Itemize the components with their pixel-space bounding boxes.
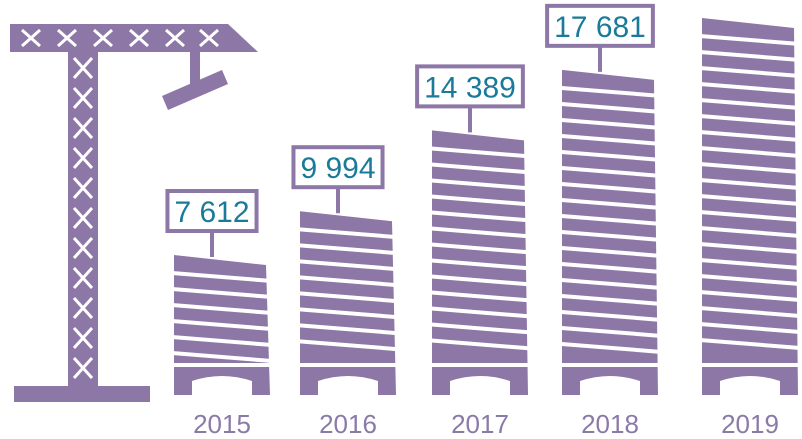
building-floor-gap: [171, 271, 273, 284]
building-floor-gap: [171, 303, 273, 316]
building-floor-gap: [699, 338, 801, 350]
building: [171, 255, 273, 395]
label-box: [545, 3, 655, 48]
crane-tower-lattice: [72, 56, 94, 380]
building-floor-gap: [559, 309, 661, 322]
year-label: 2017: [451, 409, 509, 439]
building-door: [318, 376, 378, 395]
value-label: 14 389: [424, 71, 516, 104]
building-floor-gap: [297, 339, 399, 352]
building-body: [702, 18, 798, 395]
building-floor-gap: [559, 277, 661, 290]
building-floor-gap: [429, 290, 531, 303]
building-door: [720, 376, 780, 395]
year-label: 2015: [193, 409, 251, 439]
building-floor-gap: [297, 243, 399, 256]
building-floor-gap: [559, 293, 661, 306]
label-box: [165, 189, 259, 234]
building: [429, 130, 531, 395]
building-floor-gap: [429, 146, 531, 159]
value-label: 9 994: [300, 152, 375, 185]
crane-cable: [190, 52, 200, 86]
crane-hook: [162, 70, 228, 110]
building-floor-gap: [171, 335, 273, 348]
building-floor-gap: [559, 101, 661, 114]
building-floor-gap: [559, 213, 661, 226]
building-floor-gap: [297, 323, 399, 336]
building-floor-gap: [559, 197, 661, 210]
crane-jib-tip: [228, 24, 258, 52]
label-box: [291, 145, 385, 190]
value-label: 17 681: [554, 11, 646, 44]
building-floor-gap: [171, 319, 273, 332]
building-floor-gap: [699, 114, 801, 126]
building-floor-gap: [699, 130, 801, 142]
building-door: [580, 376, 640, 395]
building-floor-gap: [559, 261, 661, 274]
building-floor-gap: [559, 341, 661, 354]
building-floor-gap: [699, 306, 801, 318]
building-floor-gap: [429, 226, 531, 239]
building-floor-gap: [699, 290, 801, 302]
building-floor-gap: [297, 291, 399, 304]
crane-jib-lattice: [21, 28, 219, 48]
building-floor-gap: [559, 325, 661, 338]
building-floor-gap: [699, 210, 801, 222]
building-floor-gap: [699, 162, 801, 174]
crane: [10, 24, 258, 402]
year-label: 2018: [581, 409, 639, 439]
building: [297, 211, 399, 395]
building-floor-gap: [297, 275, 399, 288]
building-door: [450, 376, 510, 395]
year-label: 2019: [721, 409, 779, 439]
crane-jib: [10, 24, 228, 52]
building-floor-gap: [297, 307, 399, 320]
value-label: 7 612: [174, 196, 249, 229]
building-floor-gap: [559, 165, 661, 178]
building-floor-gap: [171, 351, 273, 364]
crane-base: [14, 386, 150, 402]
building-floor-gap: [559, 133, 661, 146]
building-floor-gap: [699, 258, 801, 270]
building-floor-gap: [699, 50, 801, 62]
building-floor-gap: [429, 338, 531, 351]
building-floor-gap: [559, 229, 661, 242]
building-floor-gap: [559, 149, 661, 162]
building-door: [192, 376, 252, 395]
building-floor-gap: [297, 227, 399, 240]
building-floor-gap: [559, 85, 661, 98]
building-floor-gap: [699, 274, 801, 286]
building-floor-gap: [429, 322, 531, 335]
year-label: 2016: [319, 409, 377, 439]
building-floor-gap: [699, 146, 801, 158]
building: [559, 69, 661, 395]
building-floor-gap: [559, 117, 661, 130]
building-floor-gap: [699, 82, 801, 94]
building-floor-gap: [699, 322, 801, 334]
building-floor-gap: [699, 98, 801, 110]
building-floor-gap: [429, 274, 531, 287]
building-floor-gap: [429, 194, 531, 207]
building-floor-gap: [699, 66, 801, 78]
building-floor-gap: [559, 181, 661, 194]
building-floor-gap: [171, 287, 273, 300]
building-floor-gap: [429, 242, 531, 255]
building-floor-gap: [699, 194, 801, 206]
building-floor-gap: [559, 245, 661, 258]
building-floor-gap: [699, 34, 801, 46]
building-floor-gap: [699, 242, 801, 254]
label-box: [415, 64, 525, 109]
building-floor-gap: [699, 178, 801, 190]
building: [699, 18, 801, 395]
building-floor-gap: [297, 259, 399, 272]
building-floor-gap: [429, 210, 531, 223]
building-floor-gap: [429, 162, 531, 175]
building-body: [300, 211, 396, 395]
building-floor-gap: [699, 226, 801, 238]
building-floor-gap: [429, 258, 531, 271]
building-floor-gap: [429, 306, 531, 319]
building-floor-gap: [429, 178, 531, 191]
